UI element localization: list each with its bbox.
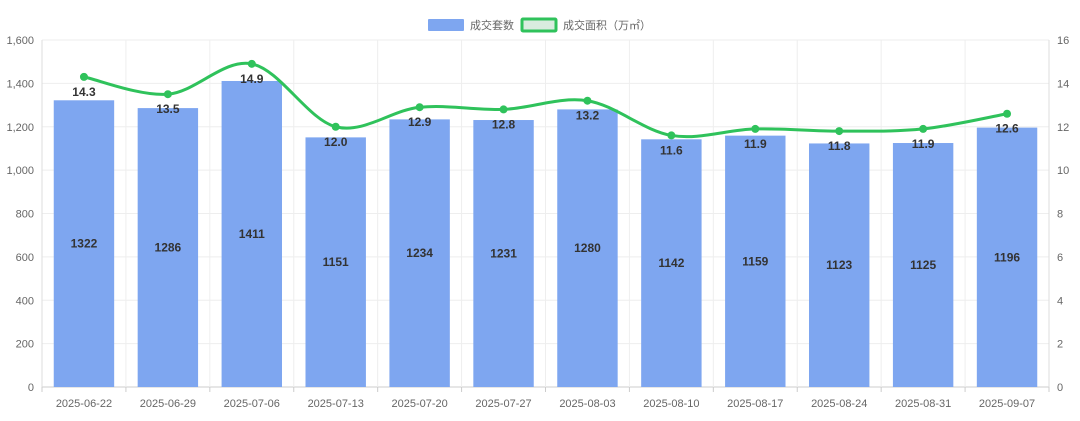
y-right-tick-label: 0 [1057,382,1063,394]
bar-value-label: 1125 [910,258,936,272]
line-point [583,96,592,105]
line-value-label: 11.6 [660,143,683,157]
legend-label-line: 成交面积（万㎡） [563,18,651,32]
x-tick-label: 2025-07-27 [475,398,531,410]
y-axis-left: 0 200 400 600 800 1,000 1,200 1,400 1,600 [6,35,34,394]
line-point [919,124,928,133]
bar-value-label: 1196 [994,250,1020,264]
y-left-tick-label: 400 [16,295,34,307]
line-point [163,90,172,99]
line-series [79,59,1012,140]
x-tick-label: 2025-07-13 [308,398,364,410]
bar-value-label: 1123 [826,258,852,272]
gridlines [41,39,1050,388]
bar-value-label: 1280 [574,241,601,255]
y-right-tick-label: 8 [1057,209,1063,221]
y-left-tick-label: 0 [28,382,34,394]
bar-value-label: 1159 [742,254,768,268]
line-point [835,127,844,136]
y-right-tick-label: 10 [1057,165,1069,177]
line-value-label: 14.9 [240,72,264,86]
y-left-tick-label: 1,200 [6,122,34,134]
line-value-label: 13.5 [156,102,180,116]
y-right-tick-label: 12 [1057,122,1069,134]
x-tick-label: 2025-06-22 [56,398,112,410]
y-left-tick-label: 600 [16,252,34,264]
bar-value-label: 1151 [323,255,349,269]
bar-value-labels: 1322 1286 1411 1151 1234 1231 1280 1142 1159 1123… [71,227,1021,272]
y-left-tick-label: 200 [16,339,34,351]
x-tick-label: 2025-08-03 [559,398,615,410]
y-left-tick-label: 1,600 [6,35,34,47]
bar-value-label: 1411 [239,227,265,241]
line-value-label: 11.9 [912,137,935,151]
y-left-tick-label: 1,000 [6,165,34,177]
line-value-label: 11.8 [828,139,851,153]
x-tick-label: 2025-07-20 [391,398,447,410]
bar [473,120,534,387]
line-point [751,124,760,133]
bar [53,100,115,387]
x-tick-label: 2025-07-06 [224,398,280,410]
y-axis-right: 0 2 4 6 8 10 12 14 16 [1057,35,1069,394]
line-value-label: 12.8 [492,117,516,131]
x-axis: 2025-06-22 2025-06-29 2025-07-06 2025-07-13… [41,387,1050,410]
bar [389,119,450,387]
line-point [667,131,676,140]
bar-value-label: 1234 [406,246,433,260]
x-tick-label: 2025-08-17 [727,398,783,410]
bar-value-label: 1231 [490,247,517,261]
y-right-tick-label: 4 [1057,295,1063,307]
line-value-label: 12.0 [324,135,348,149]
bar-series [53,80,1038,388]
bar [221,80,283,387]
line-value-label: 12.6 [995,122,1019,136]
line-value-label: 11.9 [744,137,767,151]
y-left-tick-label: 800 [16,209,34,221]
legend-label-bar: 成交套数 [470,18,514,32]
legend-swatch-bar [428,19,464,31]
bar-value-label: 1322 [71,237,98,251]
bar [892,143,954,387]
line-value-labels: 14.3 13.5 14.9 12.0 12.9 12.8 13.2 11.6 11.9 11.8… [72,72,1019,158]
bar-value-label: 1142 [658,256,684,270]
line-point [415,103,424,112]
line-point [247,59,256,68]
line-path [83,61,1008,139]
line-value-label: 14.3 [72,85,96,99]
bar [808,143,870,387]
bar [976,127,1038,388]
legend: 成交套数 成交面积（万㎡） [428,17,651,33]
bar [641,139,702,387]
y-right-tick-label: 16 [1057,35,1069,47]
x-tick-label: 2025-09-07 [979,398,1035,410]
line-point [499,105,508,114]
bar [557,109,618,388]
bar [725,135,786,387]
legend-swatch-line [520,17,558,33]
y-left-tick-label: 1,400 [6,78,34,90]
y-right-tick-label: 6 [1057,252,1063,264]
y-right-tick-label: 14 [1057,78,1069,90]
line-value-label: 12.9 [408,115,432,129]
line-point [331,122,340,131]
bar [305,137,366,387]
line-point [79,72,88,81]
x-tick-label: 2025-06-29 [140,398,196,410]
bar [137,108,199,387]
x-tick-label: 2025-08-24 [811,398,867,410]
x-tick-label: 2025-08-10 [643,398,699,410]
y-right-tick-label: 2 [1057,339,1063,351]
line-point [1003,109,1012,118]
line-value-label: 13.2 [576,109,600,123]
x-tick-label: 2025-08-31 [895,398,951,410]
bar-value-label: 1286 [155,241,182,255]
